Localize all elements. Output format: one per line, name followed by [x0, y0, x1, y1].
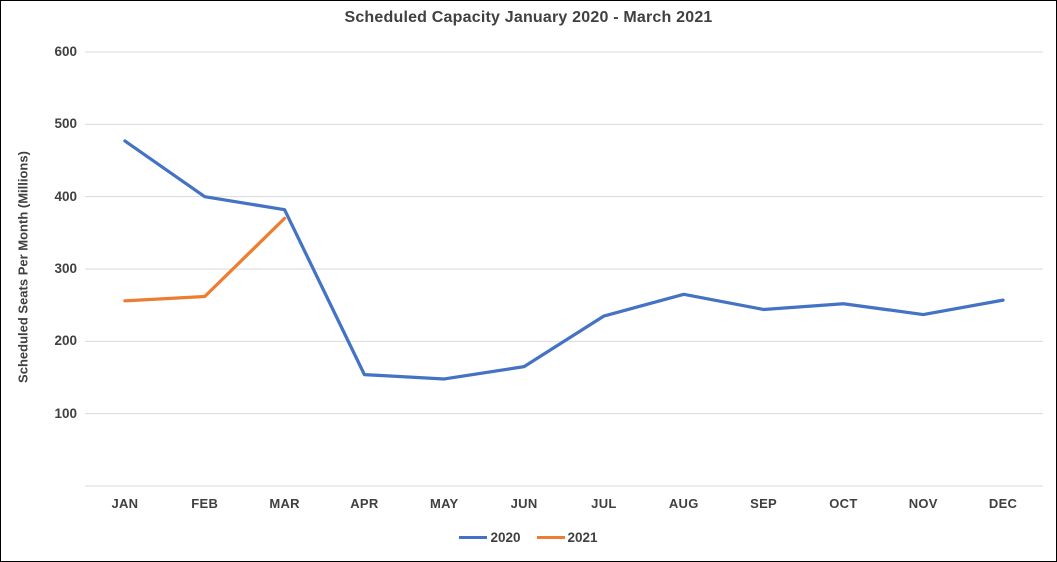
x-axis-label-nov: NOV	[908, 496, 938, 511]
chart-title: Scheduled Capacity January 2020 - March …	[344, 9, 713, 26]
y-tick-label-600: 600	[54, 44, 77, 59]
x-axis-label-jul: JUL	[591, 496, 617, 511]
legend-2020-line-marker	[459, 535, 488, 540]
x-axis-label-dec: DEC	[988, 496, 1018, 511]
x-axis-label-feb: FEB	[191, 496, 219, 511]
legend-2021-line-marker	[536, 535, 565, 540]
series-line-2020	[123, 139, 1005, 381]
x-axis-label-apr: APR	[350, 496, 379, 511]
x-axis-label-aug: AUG	[668, 496, 699, 511]
legend-2021-label: 2021	[567, 530, 598, 545]
x-axis-label-oct: OCT	[829, 496, 858, 511]
y-tick-label-200: 200	[54, 333, 77, 349]
y-tick-label-500: 500	[54, 116, 77, 132]
series-line-2021	[123, 216, 287, 303]
x-axis-label-mar: MAR	[269, 496, 300, 511]
x-axis-label-jan: JAN	[111, 496, 139, 511]
legend: 2020 2021	[1, 530, 1056, 545]
y-tick-label-300: 300	[54, 261, 77, 276]
y-tick-label-100: 100	[54, 405, 77, 421]
x-axis-label-may: MAY	[429, 496, 459, 511]
x-axis-label-sep: SEP	[750, 496, 778, 511]
legend-2020-label: 2020	[490, 530, 521, 545]
y-tick-label-400: 400	[54, 188, 77, 204]
x-axis-label-jun: JUN	[510, 496, 538, 511]
